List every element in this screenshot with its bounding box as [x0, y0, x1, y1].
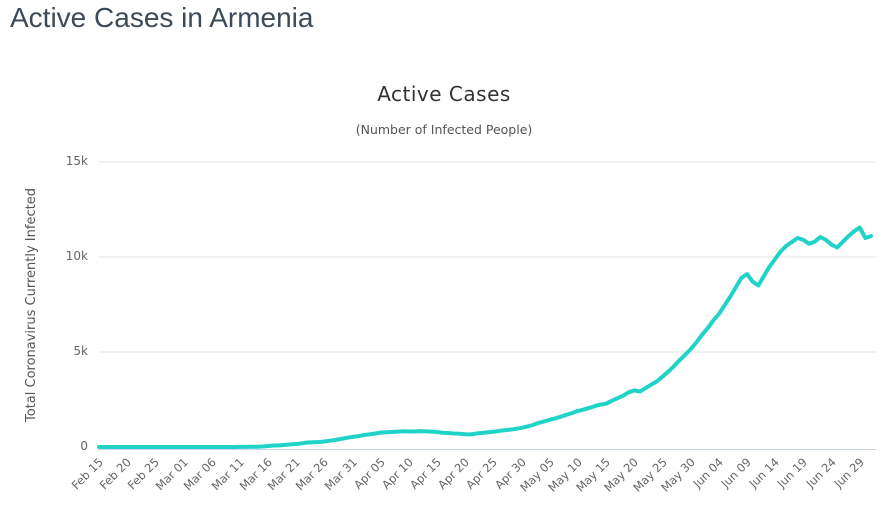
y-axis-tick-label: 10k [65, 249, 88, 263]
page-title: Active Cases in Armenia [10, 2, 314, 33]
active-cases-line[interactable] [97, 225, 873, 449]
y-axis-tick-label: 0 [80, 439, 88, 453]
y-axis-tick-label: 5k [73, 344, 88, 358]
chart-title: Active Cases [377, 82, 511, 106]
plot-area[interactable] [0, 60, 888, 514]
active-cases-chart: Active Cases (Number of Infected People)… [0, 60, 888, 514]
y-axis-tick-label: 15k [65, 154, 88, 168]
chart-subtitle: (Number of Infected People) [355, 122, 533, 137]
